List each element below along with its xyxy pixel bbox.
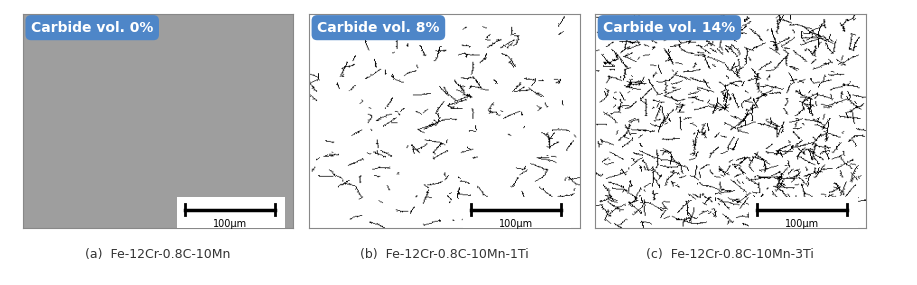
Text: (a)  Fe-12Cr-0.8C-10Mn: (a) Fe-12Cr-0.8C-10Mn	[85, 248, 231, 261]
Text: Carbide vol. 8%: Carbide vol. 8%	[317, 21, 439, 35]
Bar	[177, 197, 285, 228]
Text: Carbide vol. 0%: Carbide vol. 0%	[31, 21, 153, 35]
Bar	[463, 197, 571, 228]
Text: Carbide vol. 14%: Carbide vol. 14%	[603, 21, 735, 35]
Text: (b)  Fe-12Cr-0.8C-10Mn-1Ti: (b) Fe-12Cr-0.8C-10Mn-1Ti	[359, 248, 529, 261]
Text: 100μm: 100μm	[785, 219, 819, 229]
Bar	[749, 197, 857, 228]
Text: (c)  Fe-12Cr-0.8C-10Mn-3Ti: (c) Fe-12Cr-0.8C-10Mn-3Ti	[646, 248, 814, 261]
Text: 100μm: 100μm	[213, 219, 247, 229]
Text: 100μm: 100μm	[499, 219, 533, 229]
